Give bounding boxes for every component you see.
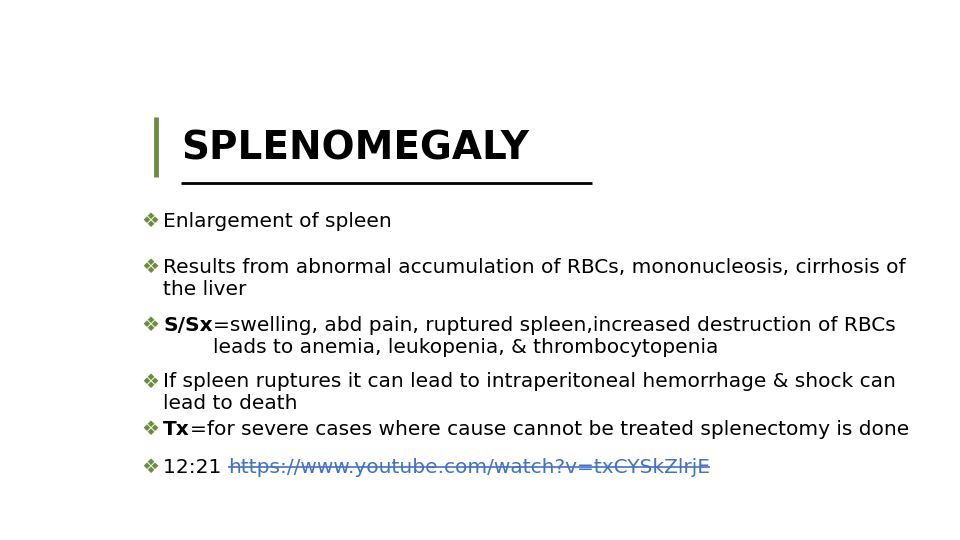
Text: ❖: ❖	[141, 316, 158, 335]
Text: SPLENOMEGALY: SPLENOMEGALY	[181, 129, 529, 167]
Text: S/Sx: S/Sx	[163, 316, 213, 335]
Text: ❖: ❖	[141, 258, 158, 277]
Text: Results from abnormal accumulation of RBCs, mononucleosis, cirrhosis of
the live: Results from abnormal accumulation of RB…	[163, 258, 906, 299]
Text: https://www.youtube.com/watch?v=txCYSkZlrjE: https://www.youtube.com/watch?v=txCYSkZl…	[228, 458, 709, 477]
Text: Tx: Tx	[163, 420, 190, 440]
Text: If spleen ruptures it can lead to intraperitoneal hemorrhage & shock can
lead to: If spleen ruptures it can lead to intrap…	[163, 373, 896, 414]
Text: ❖: ❖	[141, 420, 158, 440]
Text: ❖: ❖	[141, 373, 158, 392]
Text: ❖: ❖	[141, 458, 158, 477]
Text: Enlargement of spleen: Enlargement of spleen	[163, 212, 392, 232]
Text: =swelling, abd pain, ruptured spleen,increased destruction of RBCs
leads to anem: =swelling, abd pain, ruptured spleen,inc…	[213, 316, 896, 357]
Text: 12:21: 12:21	[163, 458, 228, 477]
Text: =for severe cases where cause cannot be treated splenectomy is done: =for severe cases where cause cannot be …	[190, 420, 909, 440]
Text: ❖: ❖	[141, 212, 158, 232]
